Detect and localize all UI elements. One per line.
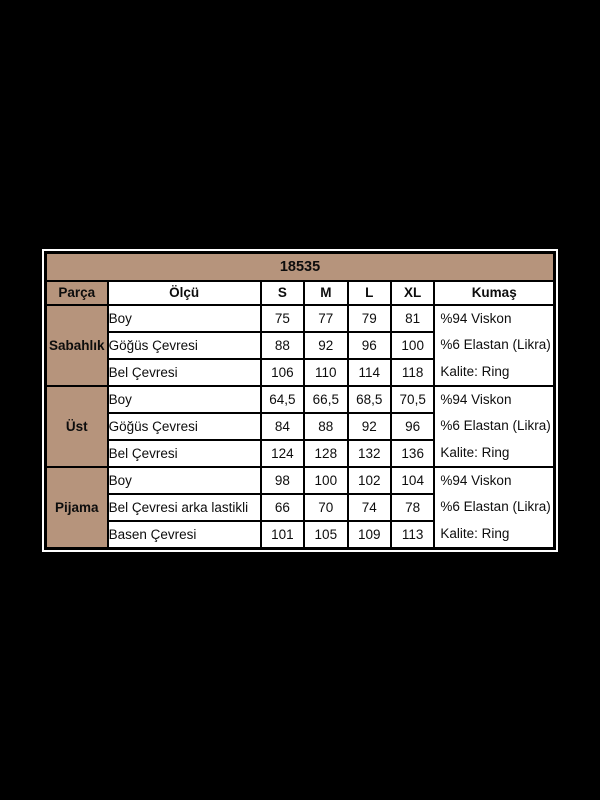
size-value: 79 [346,303,392,333]
column-header-fabric: Kumaş [433,279,556,306]
size-value: 100 [303,465,349,495]
measure-label: Boy [106,303,262,333]
size-chart-table: 18535 Parça Ölçü S M L XL Kumaş Sabahlık… [44,250,556,550]
fabric-line: Kalite: Ring [440,444,510,460]
column-header-size-l: L [346,279,392,306]
fabric-line: %94 Viskon [440,391,512,407]
fabric-line: Kalite: Ring [440,363,510,379]
fabric-info: %94 Viskon %6 Elastan (Likra) Kalite: Ri… [433,465,556,549]
size-value: 75 [259,303,306,333]
column-header-size-m: M [303,279,349,306]
table-row: Parça Ölçü S M L XL Kumaş [44,279,556,306]
size-value: 128 [303,438,349,468]
size-value: 64,5 [259,384,306,414]
fabric-line: %6 Elastan (Likra) [440,337,551,353]
size-value: 88 [303,411,349,441]
column-header-size-xl: XL [389,279,436,306]
table-row: Bel Çevresi 124 128 132 136 [46,438,555,468]
size-value: 78 [389,492,436,522]
size-value: 88 [259,330,306,360]
size-value: 70,5 [389,384,436,414]
table-row: Bel Çevresi arka lastikli 66 70 74 78 [46,492,555,522]
size-value: 110 [303,357,349,387]
size-value: 92 [346,411,392,441]
group-label: Üst [44,384,109,468]
size-value: 109 [346,519,392,549]
measure-label: Boy [106,465,262,495]
size-value: 124 [259,438,306,468]
column-header-part: Parça [44,279,109,306]
product-code: 18535 [44,251,556,282]
measure-label: Boy [106,384,262,414]
fabric-line: %94 Viskon [440,310,512,326]
size-value: 105 [303,519,349,549]
measure-label: Göğüs Çevresi [106,330,262,360]
fabric-line: %94 Viskon [440,472,512,488]
fabric-info: %94 Viskon %6 Elastan (Likra) Kalite: Ri… [433,384,556,468]
group-label: Pijama [44,465,109,549]
measure-label: Bel Çevresi [106,438,262,468]
size-value: 81 [389,303,436,333]
size-value: 118 [389,357,436,387]
measure-label: Göğüs Çevresi [106,411,262,441]
size-value: 92 [303,330,349,360]
size-value: 74 [346,492,392,522]
size-value: 113 [389,519,436,549]
size-value: 66,5 [303,384,349,414]
size-value: 101 [259,519,306,549]
fabric-line: %6 Elastan (Likra) [440,418,551,434]
size-value: 104 [389,465,436,495]
size-value: 84 [259,411,306,441]
size-value: 66 [259,492,306,522]
size-chart-frame: 18535 Parça Ölçü S M L XL Kumaş Sabahlık… [42,248,558,552]
size-value: 77 [303,303,349,333]
column-header-size-s: S [259,279,306,306]
column-header-measure: Ölçü [106,279,262,306]
size-value: 68,5 [346,384,392,414]
size-value: 96 [346,330,392,360]
size-value: 70 [303,492,349,522]
table-row: Göğüs Çevresi 88 92 96 100 [46,330,555,360]
group-label: Sabahlık [44,303,109,387]
fabric-info: %94 Viskon %6 Elastan (Likra) Kalite: Ri… [433,303,556,387]
size-value: 96 [389,411,436,441]
measure-label: Basen Çevresi [106,519,262,549]
table-row: Üst Boy 64,5 66,5 68,5 70,5 %94 Viskon %… [44,384,556,468]
size-value: 136 [389,438,436,468]
table-row: Bel Çevresi 106 110 114 118 [46,357,555,387]
table-row: Sabahlık Boy 75 77 79 81 %94 Viskon %6 E… [44,303,556,387]
size-value: 100 [389,330,436,360]
size-value: 106 [259,357,306,387]
table-row: Pijama Boy 98 100 102 104 %94 Viskon %6 … [44,465,556,549]
size-value: 98 [259,465,306,495]
size-value: 114 [346,357,392,387]
fabric-line: Kalite: Ring [440,525,510,541]
measure-label: Bel Çevresi [106,357,262,387]
size-value: 132 [346,438,392,468]
measure-label: Bel Çevresi arka lastikli [106,492,262,522]
table-row: Basen Çevresi 101 105 109 113 [46,519,555,549]
table-row: 18535 [44,251,556,282]
size-value: 102 [346,465,392,495]
table-row: Göğüs Çevresi 84 88 92 96 [46,411,555,441]
fabric-line: %6 Elastan (Likra) [440,499,551,515]
